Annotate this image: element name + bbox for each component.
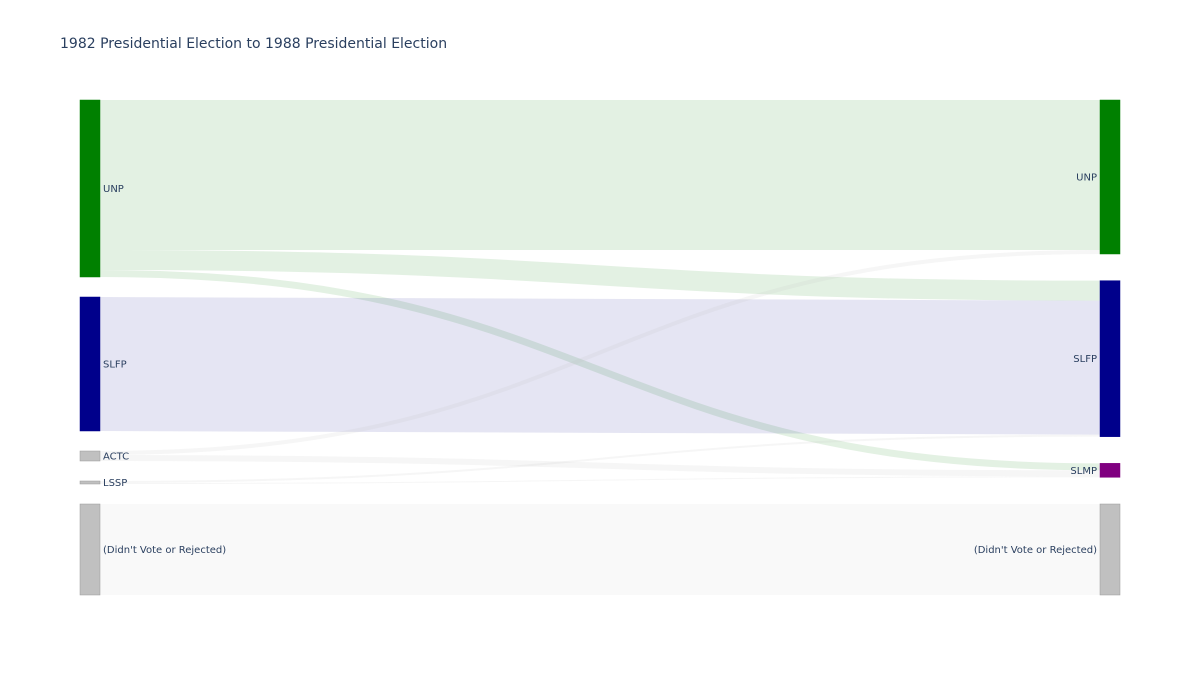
node-label: UNP: [103, 184, 124, 195]
nodes-layer: [79, 99, 1121, 596]
node-didn-t-vote-or-rejected-1988[interactable]: [1099, 503, 1121, 596]
chart-title: 1982 Presidential Election to 1988 Presi…: [60, 36, 448, 52]
node-label: LSSP: [103, 478, 127, 489]
link-lssp-to-slfp[interactable]: [99, 434, 1101, 483]
node-label: ACTC: [103, 452, 129, 463]
link-lssp-to-slmp[interactable]: [99, 476, 1101, 484]
labels-layer: UNP SLFP ACTC LSSP (Didn't Vote or Rejected)…: [103, 173, 1097, 557]
node-slfp-1982[interactable]: [79, 296, 101, 432]
node-unp-1982[interactable]: [79, 99, 101, 278]
link-unp-to-slfp[interactable]: [99, 250, 1101, 301]
link-actc-to-unp[interactable]: [99, 250, 1101, 455]
node-label: SLMP: [1070, 466, 1097, 477]
node-lssp-1982[interactable]: [79, 480, 101, 485]
node-slmp-1988[interactable]: [1099, 463, 1121, 478]
node-label: SLFP: [1073, 354, 1097, 365]
link-unp-to-slmp[interactable]: [99, 270, 1101, 471]
node-unp-1988[interactable]: [1099, 99, 1121, 255]
node-slfp-1988[interactable]: [1099, 280, 1121, 437]
link-slfp-to-slfp[interactable]: [99, 297, 1101, 435]
links-layer: [99, 100, 1101, 595]
node-label: (Didn't Vote or Rejected): [103, 545, 226, 556]
node-didn-t-vote-or-rejected-1982[interactable]: [79, 503, 101, 596]
node-label: UNP: [1076, 173, 1097, 184]
node-label: SLFP: [103, 360, 127, 371]
node-actc-1982[interactable]: [79, 450, 101, 462]
link-actc-to-slmp[interactable]: [99, 455, 1101, 477]
node-label: (Didn't Vote or Rejected): [974, 545, 1097, 556]
